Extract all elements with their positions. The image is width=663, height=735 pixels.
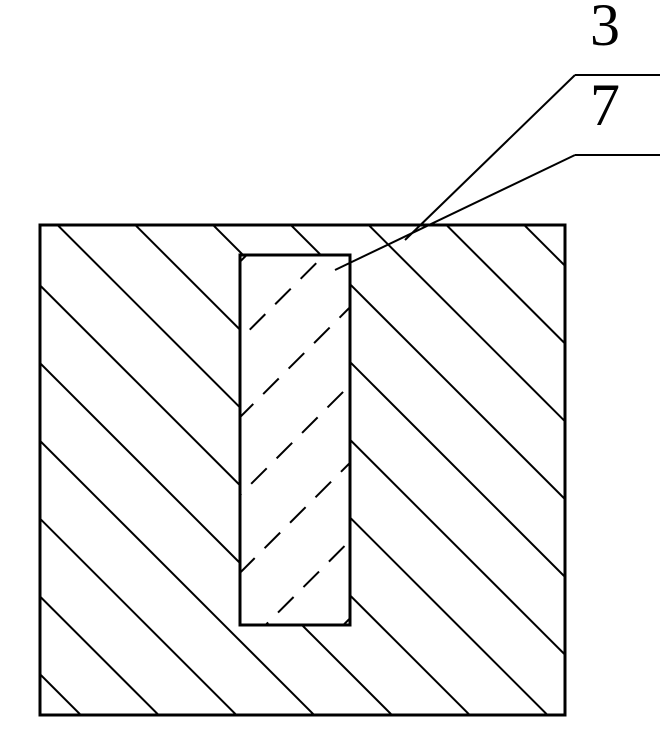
- callout-label-7: 7: [590, 75, 620, 135]
- outer-block-outline: [40, 225, 565, 715]
- leader-7: [335, 155, 660, 270]
- leader-3: [405, 75, 660, 240]
- callout-label-3: 3: [590, 0, 620, 55]
